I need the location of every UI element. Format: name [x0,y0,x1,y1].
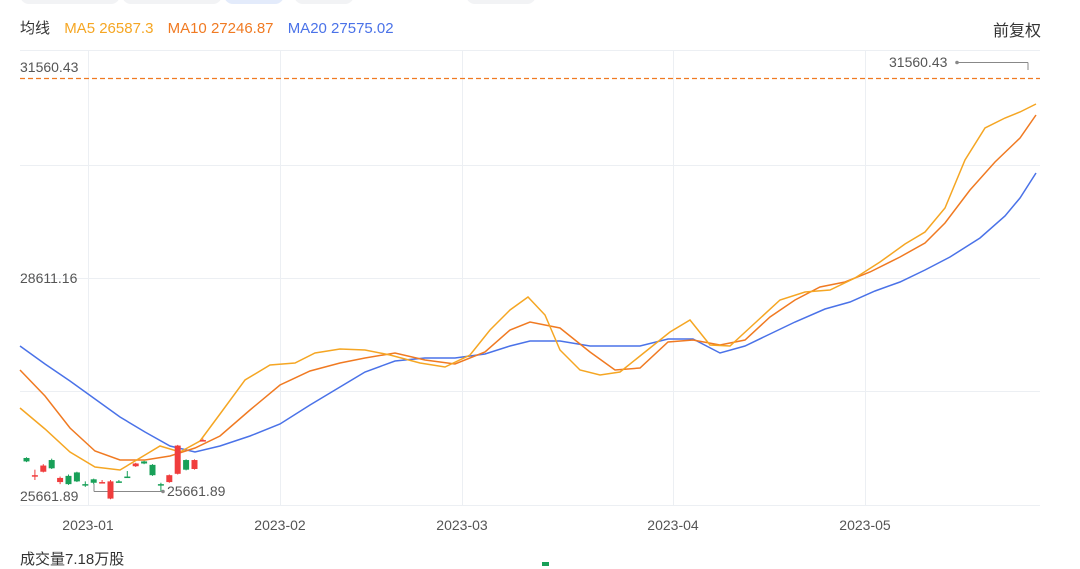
high-marker: 31560.43 [889,54,1029,70]
top-tab-2[interactable] [122,0,222,4]
candle [132,462,139,467]
candlestick-series [23,438,206,500]
candle-body [199,440,206,442]
top-tab-bar [0,0,1080,8]
candle-body [107,481,114,499]
candle [90,478,97,485]
y-tick-low: 25661.89 [20,488,79,504]
candle [23,457,30,463]
price-chart: 31560.43 28611.16 25661.89 31560.43 2566… [19,50,1040,533]
candle-body [124,476,131,479]
candle [40,464,47,473]
x-tick-jan: 2023-01 [62,517,114,533]
candle [183,459,190,471]
candle-body [183,460,190,470]
candle [57,476,64,485]
ma20-line [19,172,1037,453]
ma10-line [19,114,1037,461]
candle-body [174,445,181,474]
candle [157,482,164,492]
adjust-toggle[interactable]: 前复权 [992,23,1041,40]
candle-body [149,464,156,476]
candle [141,460,148,465]
candle [191,459,198,470]
candle [124,471,131,479]
candle-body [166,475,173,483]
candle-body [40,465,47,472]
candle-body [73,472,80,482]
candle-body [157,484,164,486]
candle [199,438,206,442]
candle-body [115,481,122,483]
candle [31,469,38,481]
legend-ma20: MA20 27575.02 [287,20,394,37]
candle-body [90,479,97,483]
candle [166,474,173,483]
candle [174,444,181,475]
candle [115,480,122,483]
top-tab-5[interactable] [466,0,536,4]
x-tick-mar: 2023-03 [436,517,488,533]
candle-body [132,463,139,467]
candle [99,480,106,484]
top-tab-3[interactable] [224,0,284,4]
candle-body [57,477,64,483]
low-marker-label: 25661.89 [167,483,226,499]
ma-legend: 均线 MA5 26587.3 MA10 27246.87 MA20 27575.… [20,17,404,38]
top-tab-1[interactable] [20,0,120,4]
candle-body [191,460,198,469]
x-tick-feb: 2023-02 [254,517,306,533]
x-tick-may: 2023-05 [839,517,891,533]
high-marker-label: 31560.43 [889,54,948,70]
top-tab-4[interactable] [294,0,354,4]
y-tick-high: 31560.43 [20,59,79,75]
low-marker: 25661.89 [93,483,226,499]
volume-label: 成交量7.18万股 [20,551,125,568]
candle [107,480,114,500]
legend-label: 均线 [20,20,51,37]
chart-grid [20,50,1040,506]
candle [65,474,72,485]
candle [149,464,156,476]
candle-body [23,457,30,462]
candle-body [31,475,38,477]
candle [82,481,89,487]
candle-body [82,484,89,486]
candle-body [99,482,106,484]
legend-ma5: MA5 26587.3 [64,20,154,37]
volume-bar [542,562,549,566]
ma5-line [19,103,1037,471]
candle [48,458,55,469]
candle-body [141,461,148,464]
y-tick-mid: 28611.16 [20,270,78,286]
candle-body [48,460,55,469]
candle-body [65,475,72,485]
legend-ma10: MA10 27246.87 [167,20,274,37]
candle [73,471,80,483]
x-tick-apr: 2023-04 [647,517,699,533]
